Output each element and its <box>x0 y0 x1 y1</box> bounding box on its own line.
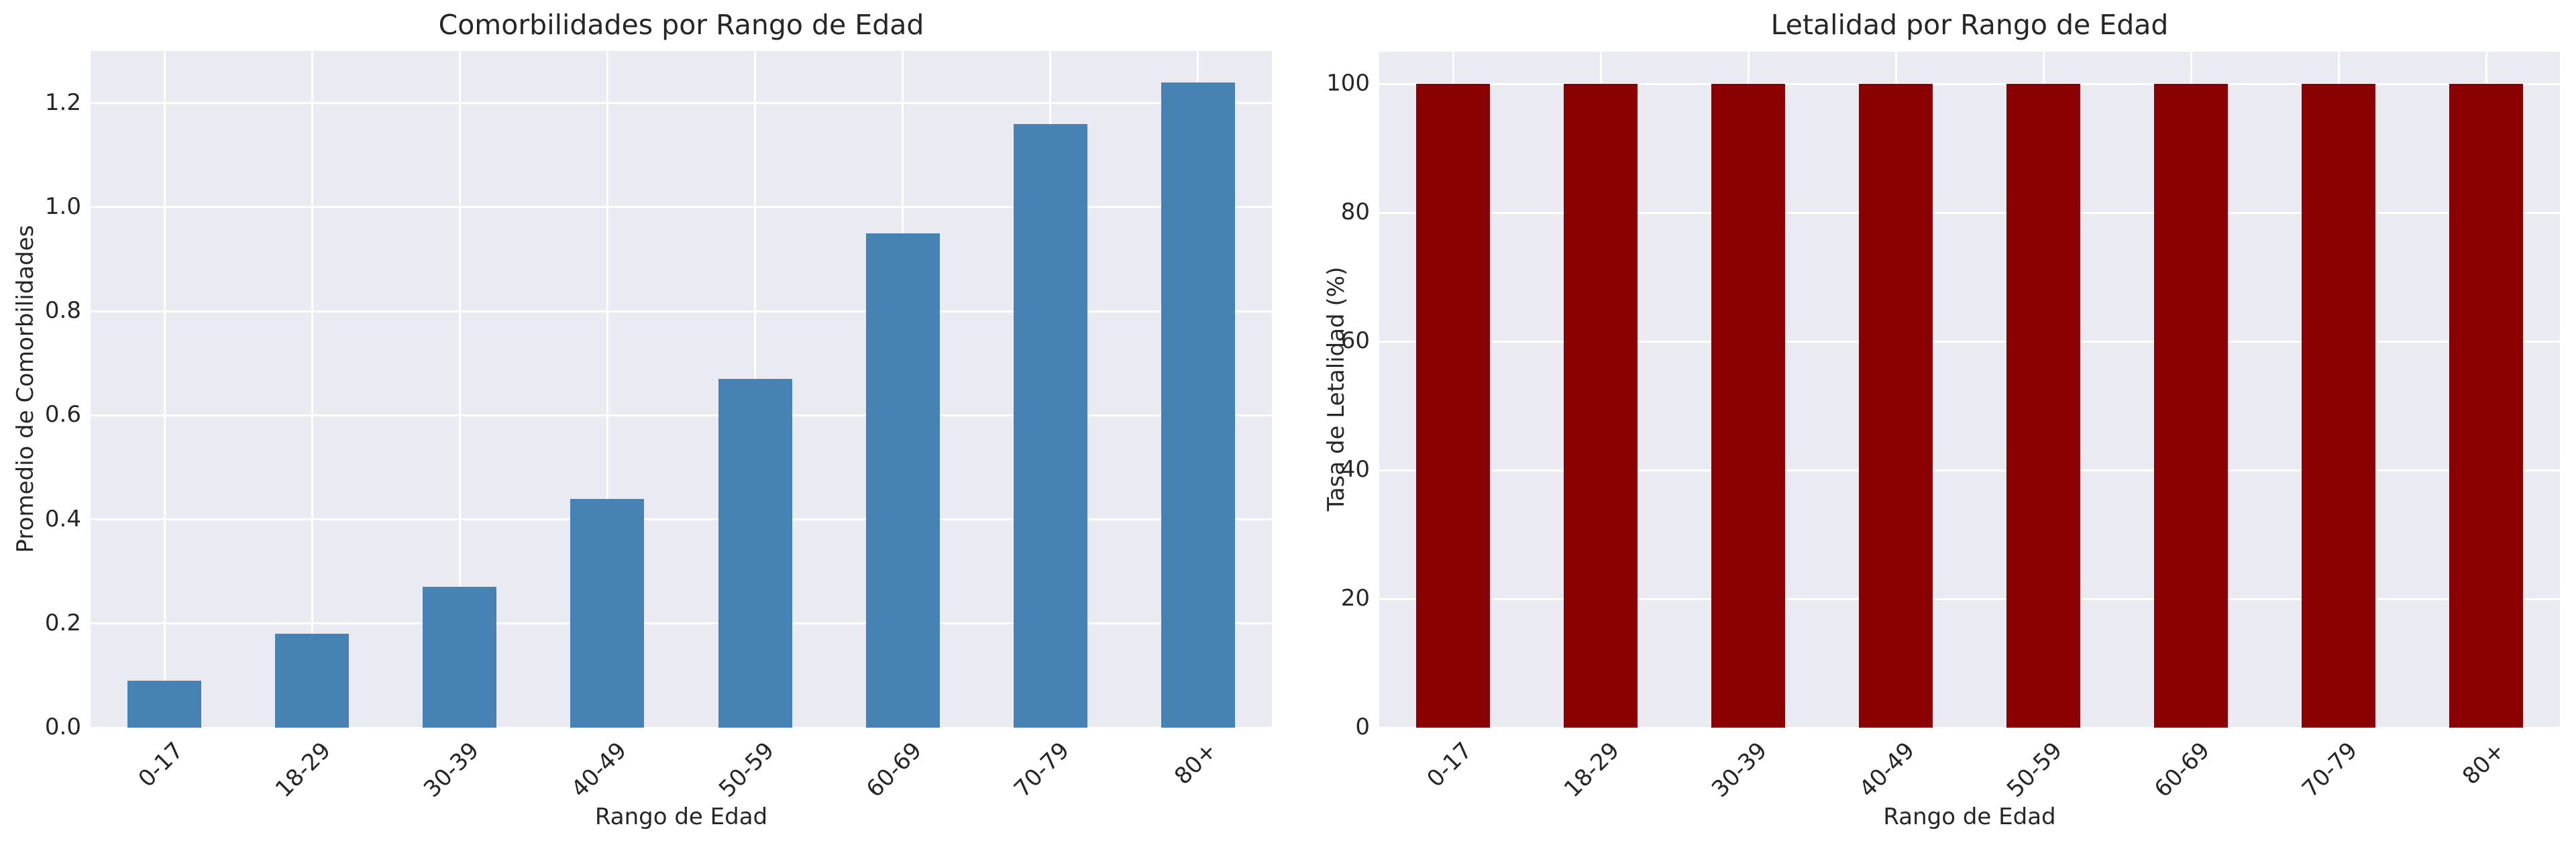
y-tick-label: 0.4 <box>44 505 81 532</box>
bar-30-39 <box>1711 84 1785 728</box>
x-gridline <box>163 51 166 728</box>
y-gridline <box>91 414 1272 416</box>
bar-80+ <box>1161 82 1235 728</box>
bar-0-17 <box>1416 84 1490 728</box>
y-gridline <box>1379 598 2560 600</box>
x-tick-label: 40-49 <box>1854 737 1921 803</box>
y-gridline <box>91 206 1272 209</box>
y-gridline <box>1379 82 2560 85</box>
y-tick-label: 80 <box>1340 199 1370 226</box>
y-gridline <box>1379 469 2560 471</box>
x-axis-label: Rango de Edad <box>1883 803 2056 830</box>
bar-70-79 <box>2302 84 2375 728</box>
x-gridline <box>458 51 461 728</box>
y-tick-label: 0.2 <box>44 609 81 636</box>
plot-area <box>1379 52 2560 728</box>
bar-40-49 <box>1859 84 1933 728</box>
x-tick-label: 80+ <box>2457 737 2511 791</box>
bar-70-79 <box>1013 123 1087 728</box>
y-tick-label: 1.2 <box>44 89 81 116</box>
y-gridline <box>1379 211 2560 214</box>
bar-60-69 <box>2154 84 2228 728</box>
y-tick-label: 100 <box>1326 70 1370 97</box>
x-axis-label: Rango de Edad <box>594 803 768 830</box>
y-gridline <box>91 726 1272 728</box>
y-gridline <box>1379 340 2560 343</box>
x-tick-label: 70-79 <box>2297 737 2363 803</box>
x-tick-label: 60-69 <box>2149 737 2216 803</box>
y-tick-label: 0.8 <box>44 297 81 325</box>
bar-80+ <box>2449 84 2523 728</box>
y-tick-label: 1.0 <box>44 193 81 221</box>
bar-40-49 <box>570 498 645 728</box>
y-tick-label: 60 <box>1340 327 1370 355</box>
y-gridline <box>91 102 1272 105</box>
bar-30-39 <box>423 587 497 728</box>
bar-0-17 <box>127 681 202 728</box>
y-tick-label: 0.0 <box>44 714 81 741</box>
y-tick-label: 0 <box>1355 714 1370 741</box>
bar-18-29 <box>275 634 350 728</box>
y-gridline <box>91 310 1272 313</box>
x-tick-label: 50-59 <box>2002 737 2068 803</box>
y-gridline <box>1379 726 2560 728</box>
bar-18-29 <box>1564 84 1638 728</box>
x-gridline <box>311 51 313 728</box>
y-tick-label: 20 <box>1340 585 1370 612</box>
y-tick-label: 40 <box>1340 456 1370 484</box>
x-gridline <box>606 51 608 728</box>
bar-50-59 <box>718 378 792 728</box>
bar-50-59 <box>2006 84 2080 728</box>
x-tick-label: 0-17 <box>1421 737 1478 793</box>
chart-title: Letalidad por Rango de Edad <box>1770 9 2169 41</box>
y-gridline <box>91 518 1272 521</box>
x-tick-label: 30-39 <box>1707 737 1773 803</box>
x-tick-label: 18-29 <box>1559 737 1625 803</box>
bar-60-69 <box>865 233 940 728</box>
y-tick-label: 0.6 <box>44 401 81 429</box>
chart-title: Comorbilidades por Rango de Edad <box>438 9 924 41</box>
y-gridline <box>91 622 1272 625</box>
plot-area <box>91 51 1272 728</box>
